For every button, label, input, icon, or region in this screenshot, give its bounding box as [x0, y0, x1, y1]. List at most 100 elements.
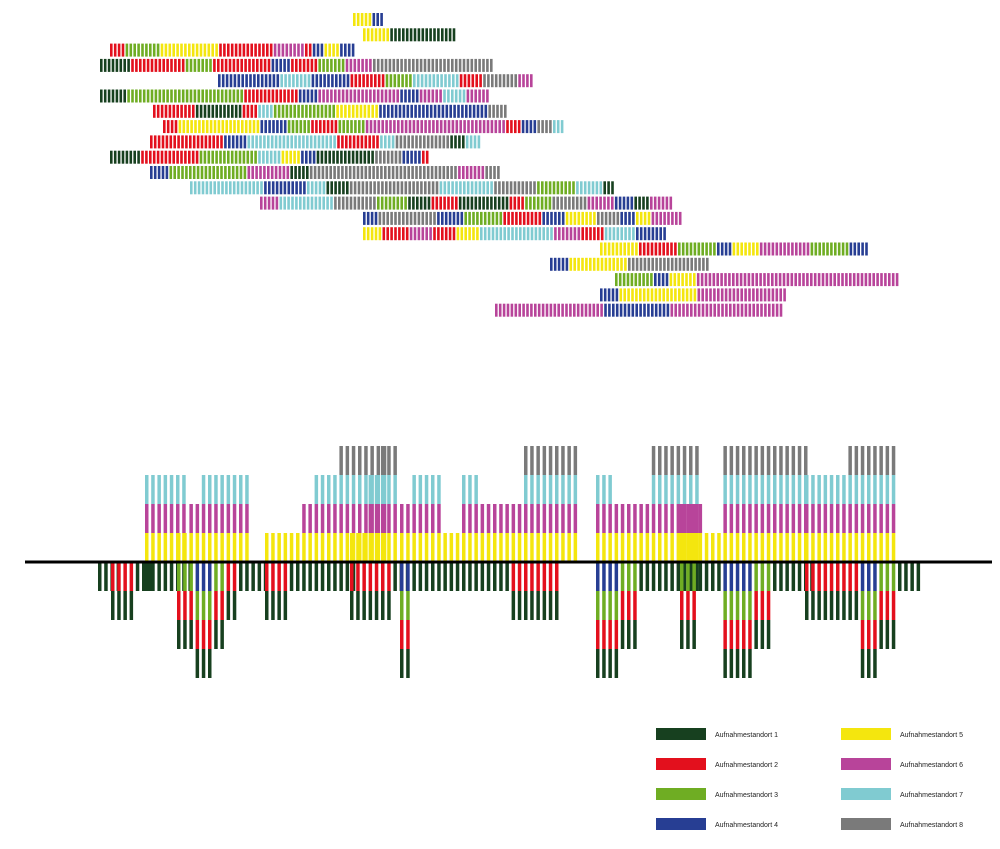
strip-bar: [454, 89, 458, 103]
strip-bar: [659, 227, 662, 241]
column-segment: [760, 591, 765, 620]
column-segment: [811, 562, 815, 591]
strip-bar: [462, 196, 466, 210]
strip-bar: [429, 211, 432, 225]
strip-bar: [655, 227, 659, 241]
strip-bar: [423, 166, 426, 179]
strip-bar: [685, 273, 688, 287]
strip-bar: [369, 120, 373, 134]
strip-bar: [282, 135, 286, 149]
strip-bar: [600, 303, 603, 317]
strip-bar: [316, 150, 320, 164]
legend-item: Aufnahmestandort 3: [656, 788, 778, 800]
column-segment: [873, 620, 877, 649]
strip-bar: [153, 104, 156, 118]
strip-bar: [639, 303, 642, 317]
column-segment: [277, 562, 281, 591]
strip-bar: [142, 89, 146, 103]
strip-bar: [702, 257, 705, 271]
strip-bar: [257, 74, 260, 88]
strip-bar: [365, 181, 369, 195]
column-segment: [779, 562, 783, 591]
strip-bar: [433, 28, 436, 42]
strip-bar: [100, 89, 103, 103]
strip-bar: [522, 211, 526, 225]
column-segment: [651, 504, 656, 533]
strip-bar: [248, 89, 251, 103]
column-segment: [620, 562, 625, 591]
column-segment: [891, 446, 896, 475]
strip-bar: [224, 89, 228, 103]
strip-bar: [474, 58, 477, 72]
strip-bar: [158, 58, 162, 72]
column-segment: [406, 591, 410, 620]
bar-row: [218, 74, 533, 88]
strip-bar: [663, 257, 666, 271]
column-segment: [374, 562, 379, 591]
column-segment: [717, 533, 721, 562]
column-segment: [658, 533, 662, 562]
strip-bar: [354, 120, 357, 134]
strip-bar: [298, 58, 302, 72]
strip-bar: [513, 181, 517, 195]
strip-bar: [431, 89, 435, 103]
column-segment: [879, 591, 883, 620]
strip-bar: [224, 135, 227, 149]
strip-bar: [302, 196, 306, 210]
strip-bar: [786, 273, 790, 287]
column-segment: [368, 533, 373, 562]
column-segment: [220, 562, 224, 591]
column-segment: [735, 475, 740, 504]
strip-bar: [168, 150, 172, 164]
column-segment: [123, 562, 127, 591]
column-segment: [157, 533, 161, 562]
strip-bar: [728, 273, 731, 287]
strip-bar: [232, 181, 236, 195]
strip-bar: [452, 227, 456, 241]
strip-bar: [256, 58, 259, 72]
strip-bar: [353, 13, 356, 26]
strip-bar: [324, 43, 328, 57]
strip-bar: [435, 196, 439, 210]
column-segment: [860, 446, 865, 475]
strip-bar: [447, 120, 451, 134]
column-segment: [735, 446, 740, 475]
strip-bar: [430, 135, 434, 149]
column-segment: [201, 504, 206, 533]
column-segment: [867, 591, 871, 620]
strip-bar: [341, 135, 344, 149]
strip-bar: [599, 196, 602, 210]
strip-bar: [439, 58, 442, 72]
strip-bar: [238, 104, 242, 118]
strip-bar: [204, 135, 208, 149]
column-segment: [891, 504, 896, 533]
strip-bar: [471, 74, 475, 88]
legend-label: Aufnahmestandort 1: [715, 732, 778, 739]
strip-bar: [408, 58, 411, 72]
strip-bar: [439, 181, 443, 195]
column-segment: [182, 475, 186, 504]
strip-bar: [706, 257, 709, 271]
strip-bar: [467, 74, 471, 88]
strip-bar: [309, 166, 313, 179]
column-segment: [400, 649, 404, 678]
column-segment: [239, 475, 243, 504]
bar-row: [615, 273, 899, 287]
strip-bar: [529, 181, 532, 195]
strip-bar: [416, 181, 419, 195]
column-segment: [163, 504, 168, 533]
strip-bar: [164, 150, 168, 164]
column-segment: [836, 591, 840, 620]
strip-bar: [608, 227, 612, 241]
strip-bar: [154, 58, 158, 72]
strip-bar: [550, 227, 553, 241]
strip-bar: [252, 89, 255, 103]
strip-bar: [561, 303, 564, 317]
strip-bar: [717, 288, 720, 302]
strip-bar: [341, 58, 345, 72]
column-segment: [829, 475, 834, 504]
column-segment: [220, 620, 224, 649]
strip-bar: [115, 89, 119, 103]
column-segment: [596, 649, 600, 678]
strip-bar: [344, 104, 347, 118]
